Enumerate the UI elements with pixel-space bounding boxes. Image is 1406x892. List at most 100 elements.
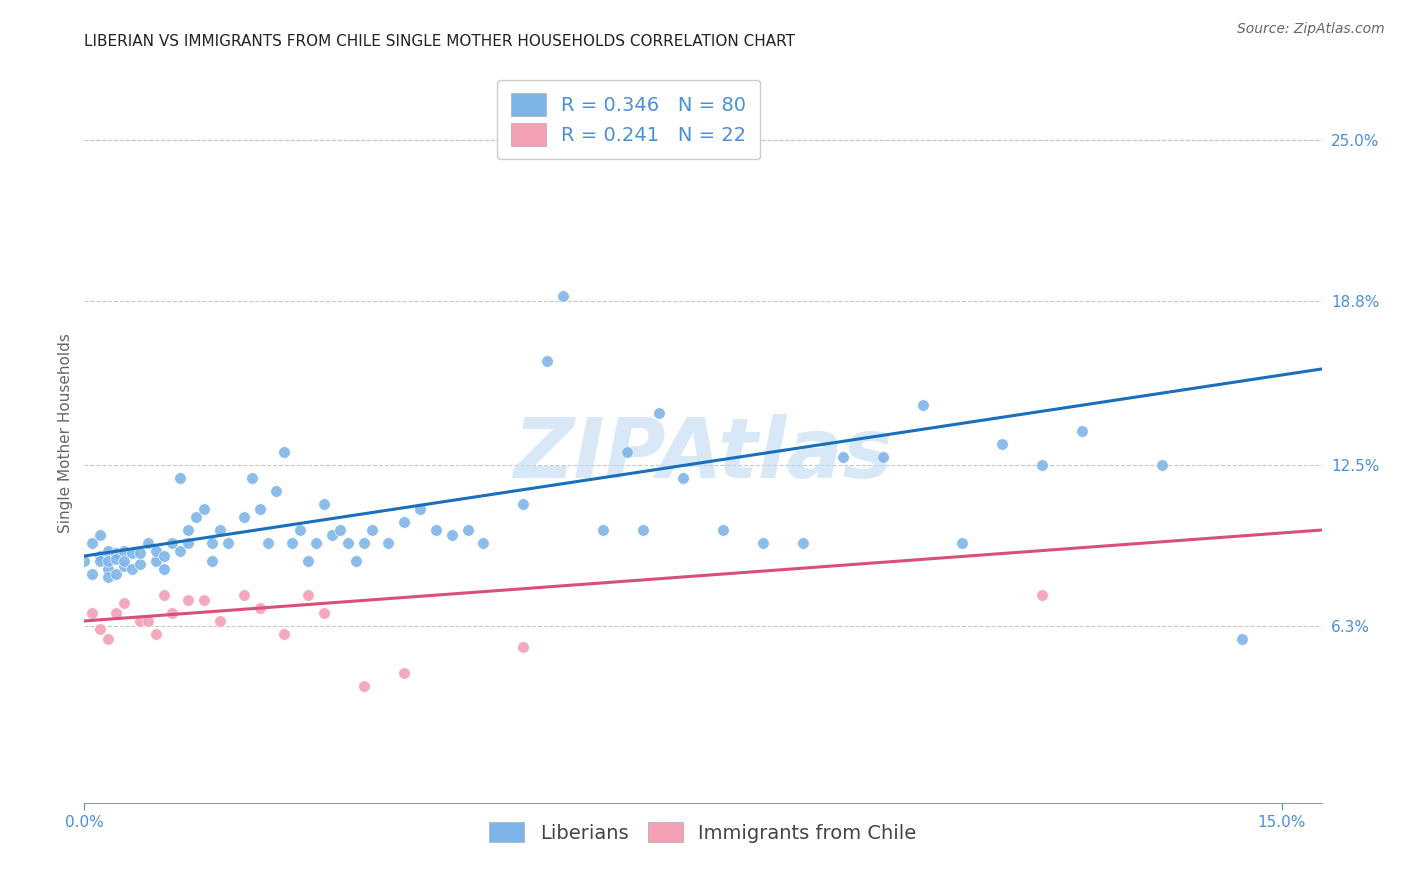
Point: [153, 549, 176, 563]
Point: [201, 554, 224, 568]
Point: [752, 536, 775, 550]
Point: [160, 536, 183, 550]
Point: [1071, 425, 1094, 439]
Point: [616, 445, 638, 459]
Point: [193, 502, 215, 516]
Point: [512, 497, 534, 511]
Point: [321, 528, 343, 542]
Point: [592, 523, 614, 537]
Point: [129, 557, 152, 571]
Point: [112, 544, 135, 558]
Point: [297, 588, 319, 602]
Point: [97, 632, 120, 647]
Point: [169, 544, 191, 558]
Point: [312, 497, 335, 511]
Point: [281, 536, 304, 550]
Text: Source: ZipAtlas.com: Source: ZipAtlas.com: [1237, 22, 1385, 37]
Point: [249, 601, 271, 615]
Point: [153, 562, 176, 576]
Point: [392, 665, 415, 680]
Point: [344, 554, 367, 568]
Y-axis label: Single Mother Households: Single Mother Households: [58, 333, 73, 533]
Point: [360, 523, 382, 537]
Point: [82, 567, 104, 582]
Point: [872, 450, 894, 465]
Point: [105, 567, 128, 582]
Point: [89, 528, 111, 542]
Point: [177, 536, 200, 550]
Point: [408, 502, 430, 516]
Point: [472, 536, 495, 550]
Point: [273, 445, 295, 459]
Point: [82, 536, 104, 550]
Point: [217, 536, 239, 550]
Point: [336, 536, 359, 550]
Point: [112, 559, 135, 574]
Point: [911, 398, 934, 412]
Point: [129, 614, 152, 628]
Point: [153, 588, 176, 602]
Point: [89, 554, 111, 568]
Point: [273, 627, 295, 641]
Point: [145, 554, 167, 568]
Point: [201, 536, 224, 550]
Point: [136, 614, 159, 628]
Point: [160, 606, 183, 620]
Point: [193, 593, 215, 607]
Point: [97, 544, 120, 558]
Point: [536, 354, 558, 368]
Point: [145, 627, 167, 641]
Point: [184, 510, 207, 524]
Point: [353, 536, 375, 550]
Point: [792, 536, 814, 550]
Point: [105, 551, 128, 566]
Point: [553, 289, 575, 303]
Point: [121, 546, 143, 560]
Point: [353, 679, 375, 693]
Point: [631, 523, 654, 537]
Point: [73, 554, 96, 568]
Point: [312, 606, 335, 620]
Point: [209, 614, 232, 628]
Point: [233, 588, 256, 602]
Point: [991, 437, 1014, 451]
Point: [831, 450, 853, 465]
Point: [425, 523, 447, 537]
Text: LIBERIAN VS IMMIGRANTS FROM CHILE SINGLE MOTHER HOUSEHOLDS CORRELATION CHART: LIBERIAN VS IMMIGRANTS FROM CHILE SINGLE…: [84, 34, 796, 49]
Point: [648, 406, 671, 420]
Point: [112, 596, 135, 610]
Point: [97, 554, 120, 568]
Point: [711, 523, 734, 537]
Point: [392, 515, 415, 529]
Point: [1031, 458, 1053, 472]
Point: [136, 536, 159, 550]
Point: [457, 523, 479, 537]
Point: [233, 510, 256, 524]
Point: [169, 471, 191, 485]
Point: [672, 471, 695, 485]
Point: [1031, 588, 1053, 602]
Point: [89, 622, 111, 636]
Point: [329, 523, 352, 537]
Point: [512, 640, 534, 654]
Point: [952, 536, 974, 550]
Point: [240, 471, 263, 485]
Point: [264, 484, 287, 499]
Point: [177, 593, 200, 607]
Point: [121, 562, 143, 576]
Point: [112, 554, 135, 568]
Point: [82, 606, 104, 620]
Text: ZIPAtlas: ZIPAtlas: [513, 414, 893, 495]
Point: [105, 606, 128, 620]
Point: [89, 549, 111, 563]
Point: [249, 502, 271, 516]
Point: [257, 536, 280, 550]
Point: [97, 562, 120, 576]
Point: [97, 570, 120, 584]
Point: [440, 528, 463, 542]
Point: [288, 523, 311, 537]
Point: [305, 536, 328, 550]
Point: [1230, 632, 1253, 647]
Legend: Liberians, Immigrants from Chile: Liberians, Immigrants from Chile: [479, 813, 927, 853]
Point: [377, 536, 399, 550]
